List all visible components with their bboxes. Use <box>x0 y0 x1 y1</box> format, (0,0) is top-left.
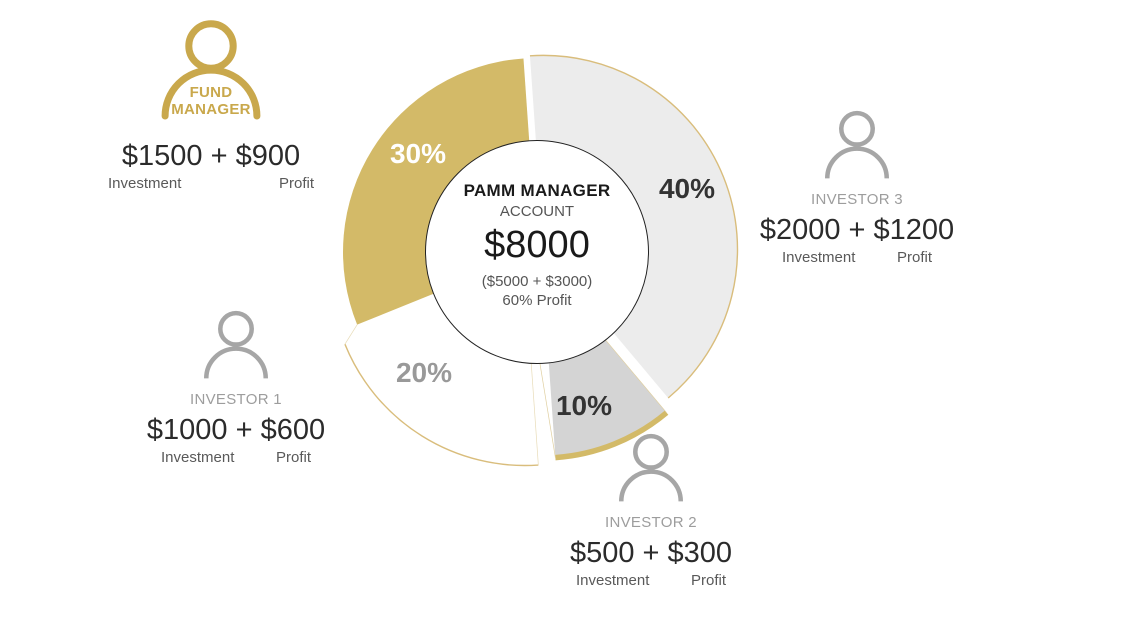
svg-text:30%: 30% <box>390 138 446 169</box>
svg-text:10%: 10% <box>556 390 612 421</box>
svg-text:40%: 40% <box>659 173 715 204</box>
svg-text:20%: 20% <box>396 357 452 388</box>
